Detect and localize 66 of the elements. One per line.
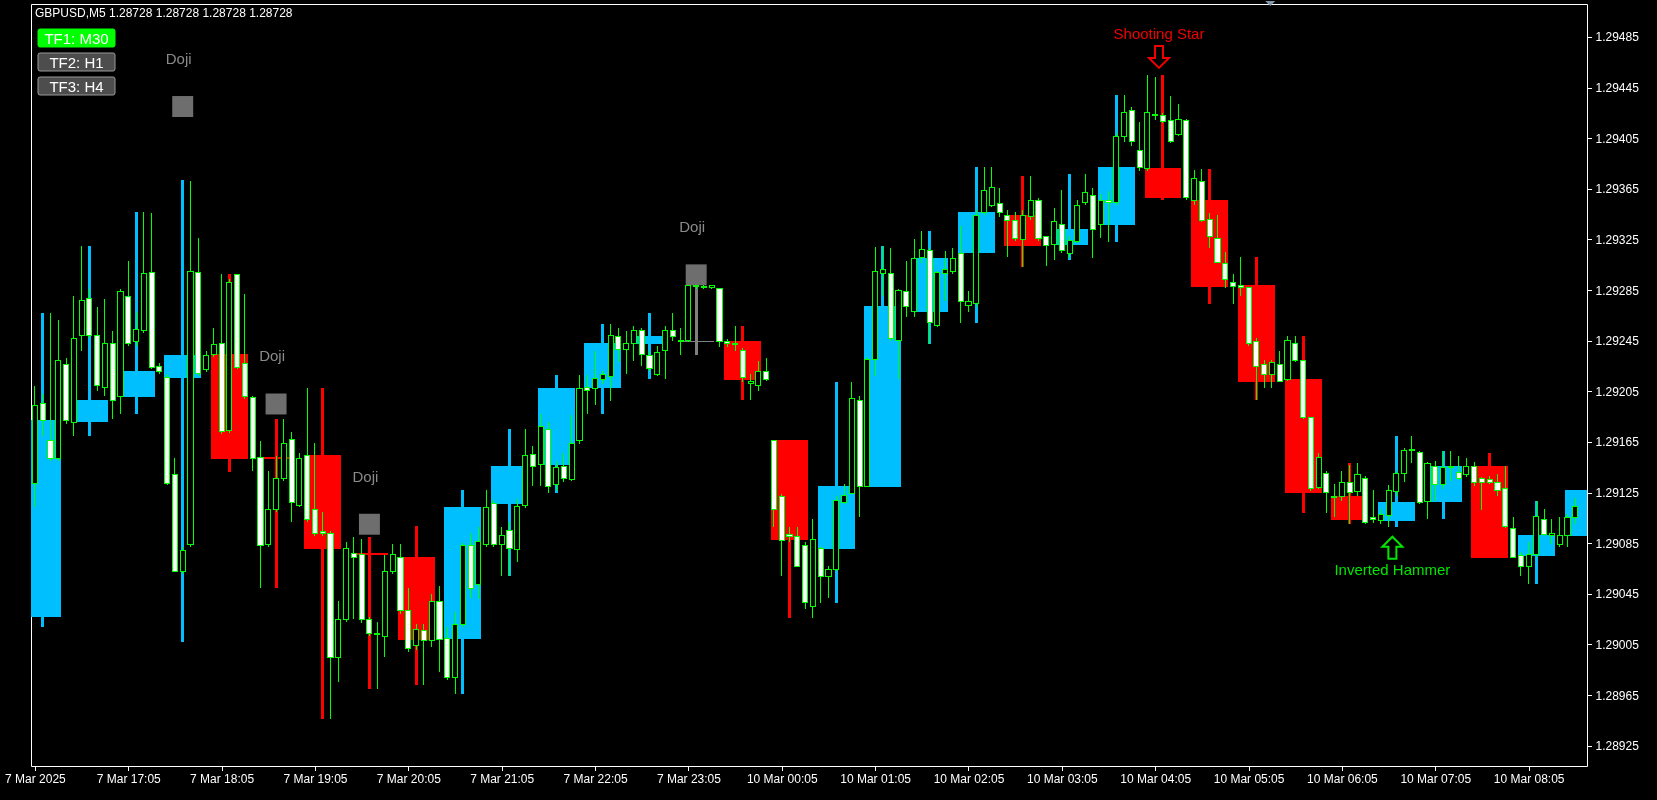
x-tick-label: 10 Mar 01:05 [840,771,912,786]
y-tick-label: 1.29085 [1595,536,1640,551]
point [685,264,707,286]
x-tick-label: 7 Mar 18:05 [190,771,255,786]
candlestick [700,284,708,290]
annotation: Doji [165,50,192,68]
x-tick-label: 10 Mar 04:05 [1120,771,1192,786]
annotation: Doji [352,467,379,485]
x-tick-label: 7 Mar 19:05 [283,771,348,786]
y-tick-label: 1.29445 [1595,81,1640,96]
chart-title: GBPUSD,M5 1.28728 1.28728 1.28728 1.28728 [35,6,293,20]
button[interactable]: TF2: H1 [37,52,116,72]
annotation: Shooting Star [1113,25,1205,43]
annotation: TF1: M30 [44,29,109,47]
point [265,393,287,415]
x-tick-label: 10 Mar 00:05 [746,771,818,786]
x-tick-label: 7 Mar 20:05 [376,771,442,786]
candlestick [1082,173,1089,206]
x-tick-label: 7 Mar 22:05 [563,771,628,786]
x-tick-label: 7 Mar 17:05 [96,771,162,786]
y-tick-label: 1.29005 [1595,637,1640,652]
x-tick-label: 10 Mar 03:05 [1026,771,1099,786]
x-tick-label: 7 Mar 23:05 [656,771,722,786]
candlestick [1222,251,1229,289]
candlestick [662,325,669,380]
candlestick [1331,483,1338,518]
y-tick-label: 1.29285 [1595,283,1640,298]
candlestick [630,325,638,362]
candlestick [202,350,210,373]
annotation: TF2: H1 [49,53,104,71]
y-tick-label: 1.28925 [1595,739,1640,754]
candlestick [591,350,599,406]
y-tick-label: 1.28965 [1595,688,1640,703]
candlestick [840,483,848,505]
y-tick-label: 1.29245 [1595,334,1640,349]
candlestick [1478,476,1486,511]
y-tick-label: 1.29125 [1595,486,1640,501]
y-tick-label: 1.29485 [1595,30,1640,45]
y-tick-label: 1.29045 [1595,587,1640,602]
x-tick-label: 10 Mar 06:05 [1307,771,1379,786]
annotation: Doji [259,347,285,365]
annotation: TF3: H4 [49,77,104,95]
candlestick [1408,435,1416,464]
y-tick-label: 1.29325 [1595,232,1640,247]
annotation: Doji [679,218,706,236]
y-tick-label: 1.29165 [1595,435,1640,450]
annotation: Inverted Hammer [1334,561,1451,579]
candlestick [1229,273,1237,305]
x-tick-label: 10 Mar 08:05 [1493,771,1565,786]
y-tick-label: 1.29365 [1595,182,1640,197]
y-tick-label: 1.29205 [1595,384,1640,399]
x-tick-label: 10 Mar 02:05 [933,771,1005,786]
y-tick-label: 1.29405 [1595,131,1640,146]
x-tick-label: 7 Mar 2025 [5,771,67,786]
x-tick-label: 7 Mar 21:05 [470,771,535,786]
candlestick [132,311,140,347]
x-tick-label: 10 Mar 07:05 [1400,771,1472,786]
button[interactable]: TF3: H4 [37,76,116,96]
candlestick [1447,450,1454,482]
candlestick [980,166,988,216]
point [172,96,194,118]
candlestick [1548,518,1556,545]
point [358,513,380,535]
candlestick [1369,489,1377,524]
x-tick-label: 10 Mar 05:05 [1213,771,1285,786]
candlestick [669,312,676,342]
